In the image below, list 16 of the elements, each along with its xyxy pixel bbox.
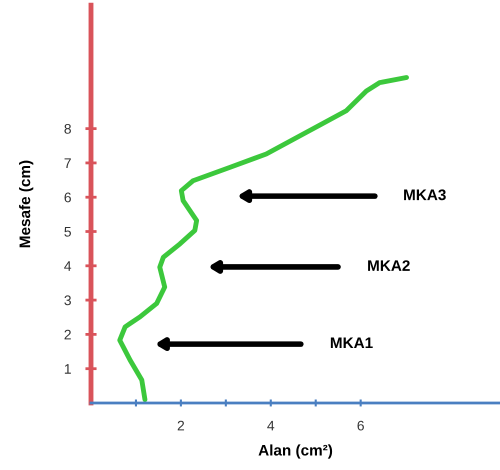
y-tick-label: 6 [64, 192, 71, 202]
x-axis-title: Alan (cm²) [258, 444, 332, 459]
annotation: MKA1 [330, 338, 373, 348]
x-tick-label: 6 [358, 420, 364, 431]
y-tick-label: 3 [64, 295, 71, 306]
x-tick-label: 2 [178, 420, 184, 430]
y-tick-label: 7 [64, 158, 71, 168]
y-tick-label: 5 [64, 226, 71, 237]
annotation: MKA3 [404, 189, 446, 200]
x-tick-label: 4 [267, 420, 274, 430]
y-tick-label: 2 [64, 330, 71, 340]
y-tick-label: 4 [64, 261, 72, 271]
annotation: MKA2 [368, 260, 410, 271]
y-axis-title: Mesafe (cm) [19, 160, 34, 248]
y-tick-label: 1 [64, 364, 71, 374]
y-tick-label: 8 [64, 124, 71, 134]
